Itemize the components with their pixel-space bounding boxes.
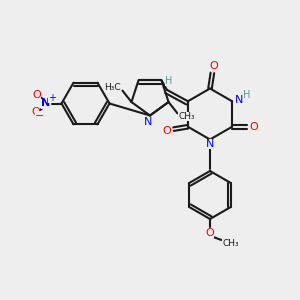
Text: CH₃: CH₃: [178, 112, 195, 121]
Text: +: +: [48, 93, 56, 103]
Text: N: N: [41, 98, 50, 109]
Text: CH₃: CH₃: [222, 239, 239, 248]
Text: −: −: [35, 111, 45, 121]
Text: H₃C: H₃C: [104, 82, 121, 91]
Text: O: O: [209, 61, 218, 71]
Text: O: O: [163, 126, 171, 136]
Text: N: N: [235, 95, 243, 105]
Text: N: N: [206, 139, 214, 149]
Text: H: H: [165, 76, 172, 86]
Text: N: N: [144, 117, 153, 127]
Text: O: O: [32, 90, 41, 100]
Text: O: O: [249, 122, 258, 132]
Text: H: H: [243, 90, 251, 100]
Text: O: O: [206, 228, 214, 238]
Text: O: O: [32, 107, 40, 117]
